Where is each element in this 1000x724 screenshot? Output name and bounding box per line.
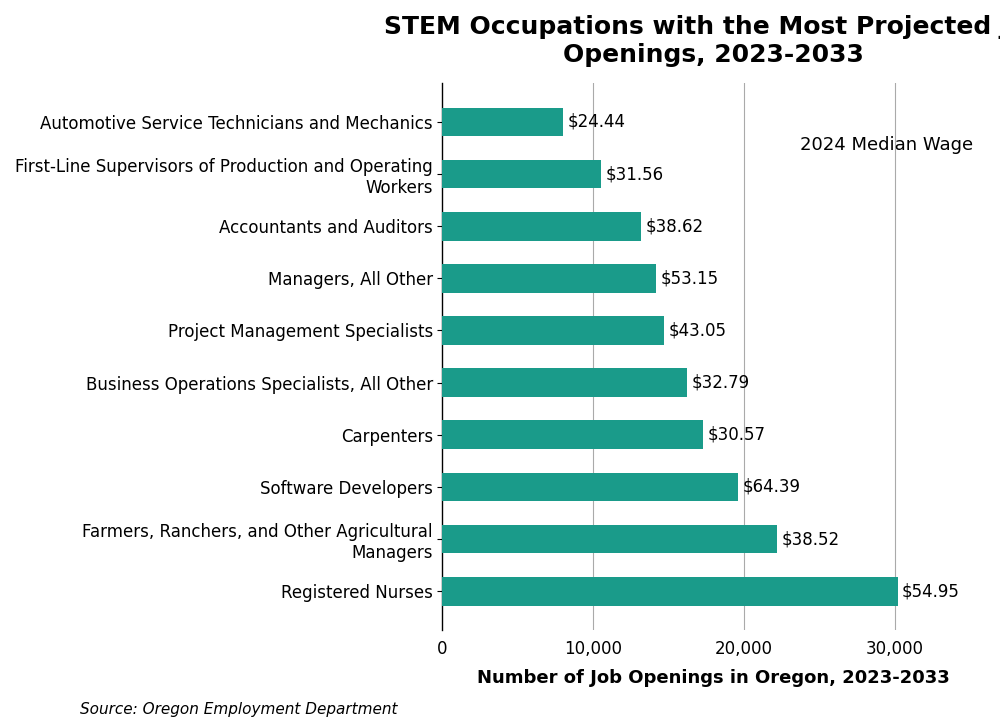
Bar [442, 316, 664, 345]
Text: $38.52: $38.52 [782, 530, 840, 548]
Bar [442, 108, 563, 136]
Text: $24.44: $24.44 [568, 113, 626, 131]
Bar [442, 577, 898, 605]
Text: $32.79: $32.79 [691, 374, 749, 392]
Text: $53.15: $53.15 [661, 269, 719, 287]
Text: $43.05: $43.05 [669, 321, 727, 340]
Text: Source: Oregon Employment Department: Source: Oregon Employment Department [80, 702, 398, 717]
Text: $54.95: $54.95 [902, 582, 960, 600]
Text: $30.57: $30.57 [708, 426, 766, 444]
Bar [442, 160, 601, 188]
X-axis label: Number of Job Openings in Oregon, 2023-2033: Number of Job Openings in Oregon, 2023-2… [477, 669, 950, 687]
Text: 2024 Median Wage: 2024 Median Wage [800, 136, 974, 154]
Bar [442, 369, 687, 397]
Bar [442, 421, 703, 449]
Bar [442, 525, 777, 553]
Bar [442, 212, 641, 240]
Text: $31.56: $31.56 [605, 165, 663, 183]
Bar [442, 264, 656, 292]
Title: STEM Occupations with the Most Projected Job
Openings, 2023-2033: STEM Occupations with the Most Projected… [384, 15, 1000, 67]
Text: $38.62: $38.62 [646, 217, 704, 235]
Text: $64.39: $64.39 [742, 478, 800, 496]
Bar [442, 473, 738, 501]
